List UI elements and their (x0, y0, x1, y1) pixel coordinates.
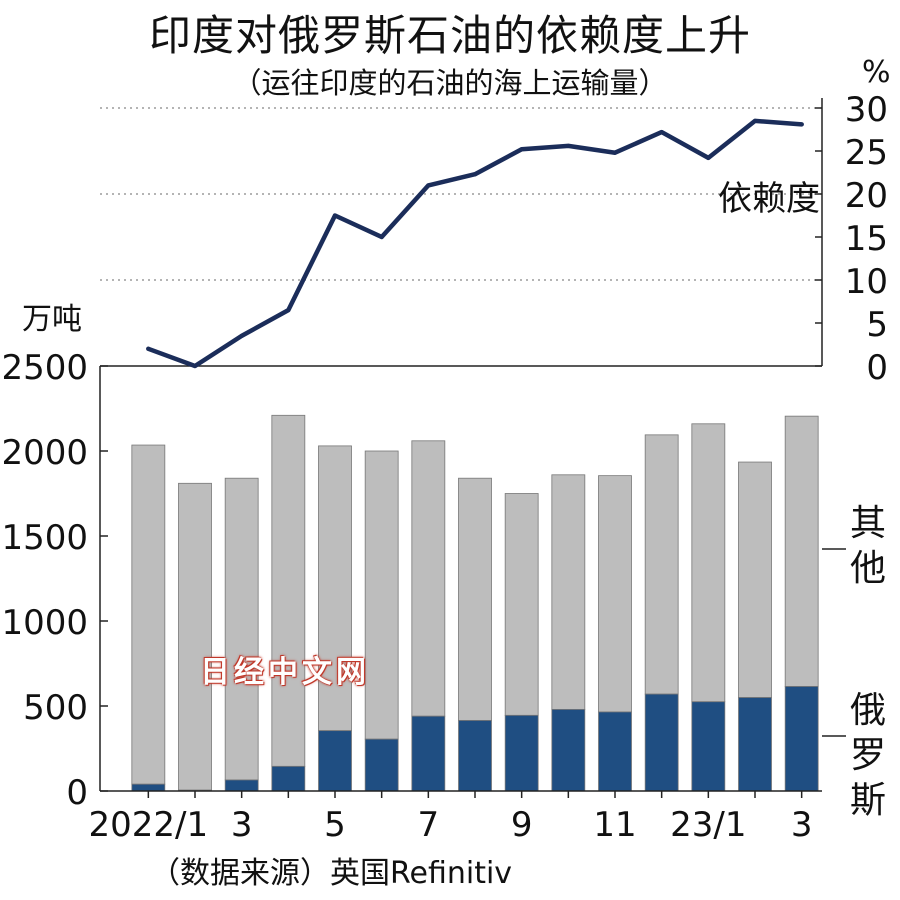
line-point-7 (426, 183, 431, 188)
bar-russia-3 (224, 779, 259, 792)
x-tick-label-7: 7 (418, 805, 440, 845)
bar-other-13 (691, 423, 726, 703)
line-y-axis-label: % (862, 55, 891, 90)
bar-other-1 (131, 444, 166, 785)
bar-other-10 (551, 474, 586, 710)
bar-russia-1 (131, 783, 166, 792)
bar-russia-9 (504, 714, 539, 792)
line-y-tick-label-10: 10 (845, 262, 888, 302)
line-point-5 (333, 213, 337, 218)
bar-other-8 (458, 477, 492, 721)
line-series-label: 依赖度 (718, 179, 820, 219)
bar-other-6 (364, 450, 399, 740)
bar-other-11 (598, 475, 632, 713)
x-tick-label-13: 23/1 (670, 805, 746, 845)
chart-title: 印度对俄罗斯石油的依赖度上升 (148, 11, 751, 60)
bar-russia-13 (691, 701, 726, 792)
bar-other-12 (644, 434, 679, 695)
line-y-tick-label-25: 25 (845, 133, 888, 173)
bar-russia-14 (738, 697, 772, 792)
bar-russia-10 (551, 709, 586, 792)
bar-y-tick-label-500: 500 (23, 688, 88, 728)
bar-other-4 (271, 414, 306, 767)
chart-subtitle: （运往印度的石油的海上运输量） (232, 66, 668, 100)
legend-label-other-char-1: 其 (850, 503, 886, 544)
bar-other-14 (738, 461, 772, 698)
line-y-tick-label-15: 15 (845, 219, 888, 259)
x-tick-label-11: 11 (593, 805, 636, 845)
bar-other-15 (784, 415, 819, 687)
source-note: （数据来源）英国Refinitiv (150, 856, 513, 891)
legend-label-russia-char-3: 斯 (850, 780, 886, 821)
bar-russia-5 (318, 730, 352, 792)
line-point-15 (799, 122, 804, 127)
bar-other-9 (504, 493, 539, 716)
bar-russia-12 (644, 693, 679, 792)
legend-label-other-char-2: 他 (850, 548, 886, 589)
bar-other-7 (411, 440, 446, 717)
line-point-9 (519, 147, 524, 152)
bar-y-tick-label-2000: 2000 (1, 433, 88, 473)
line-y-tick-label-5: 5 (866, 305, 888, 345)
bar-y-tick-label-0: 0 (66, 773, 88, 813)
line-point-3 (239, 333, 244, 338)
bar-russia-6 (364, 738, 399, 792)
line-point-6 (379, 235, 384, 239)
bar-russia-15 (784, 686, 819, 792)
x-tick-label-5: 5 (324, 805, 346, 845)
line-point-14 (753, 118, 757, 123)
line-point-1 (146, 346, 151, 351)
bar-other-5 (318, 445, 352, 732)
bar-russia-4 (271, 765, 306, 792)
line-point-10 (566, 143, 571, 148)
line-y-tick-label-20: 20 (845, 176, 888, 216)
bar-y-tick-label-2500: 2500 (1, 348, 88, 388)
bar-y-tick-label-1500: 1500 (1, 518, 88, 558)
x-tick-label-1: 2022/1 (89, 805, 209, 845)
line-point-8 (473, 172, 477, 177)
x-tick-label-3: 3 (231, 805, 253, 845)
bar-y-axis-label: 万吨 (22, 302, 82, 337)
bar-russia-11 (598, 711, 632, 792)
bar-y-tick-label-1000: 1000 (1, 603, 88, 643)
line-point-11 (613, 150, 617, 155)
line-point-4 (286, 308, 291, 313)
line-point-12 (659, 130, 664, 135)
x-tick-label-15: 3 (791, 805, 813, 845)
bar-russia-8 (458, 720, 492, 792)
line-y-tick-label-30: 30 (845, 90, 888, 130)
line-y-tick-label-0: 0 (866, 348, 888, 388)
line-point-2 (193, 364, 197, 368)
line-series-dependency (146, 118, 804, 369)
watermark-logo: 日经中文网 (200, 655, 370, 690)
bar-other-3 (224, 477, 259, 781)
legend-label-russia-char-1: 俄 (850, 690, 886, 731)
legend-label-russia-char-2: 罗 (850, 735, 886, 776)
bar-russia-7 (411, 715, 446, 792)
line-point-13 (706, 155, 711, 160)
x-tick-label-9: 9 (511, 805, 533, 845)
bar-other-2 (178, 482, 212, 791)
